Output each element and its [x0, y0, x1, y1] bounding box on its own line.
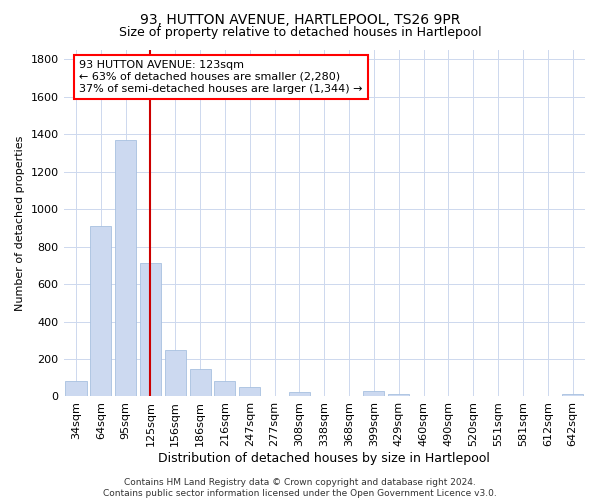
Text: 93, HUTTON AVENUE, HARTLEPOOL, TS26 9PR: 93, HUTTON AVENUE, HARTLEPOOL, TS26 9PR	[140, 12, 460, 26]
Bar	[140, 264, 161, 396]
Bar	[388, 394, 409, 396]
Text: Contains HM Land Registry data © Crown copyright and database right 2024.
Contai: Contains HM Land Registry data © Crown c…	[103, 478, 497, 498]
Bar	[65, 382, 86, 396]
Bar	[562, 394, 583, 396]
Bar	[364, 391, 385, 396]
Bar	[214, 380, 235, 396]
Bar	[115, 140, 136, 396]
Bar	[90, 226, 112, 396]
Text: 93 HUTTON AVENUE: 123sqm
← 63% of detached houses are smaller (2,280)
37% of sem: 93 HUTTON AVENUE: 123sqm ← 63% of detach…	[79, 60, 362, 94]
Text: Size of property relative to detached houses in Hartlepool: Size of property relative to detached ho…	[119, 26, 481, 39]
Bar	[239, 387, 260, 396]
X-axis label: Distribution of detached houses by size in Hartlepool: Distribution of detached houses by size …	[158, 452, 490, 465]
Y-axis label: Number of detached properties: Number of detached properties	[15, 136, 25, 311]
Bar	[165, 350, 186, 397]
Bar	[289, 392, 310, 396]
Bar	[190, 370, 211, 396]
